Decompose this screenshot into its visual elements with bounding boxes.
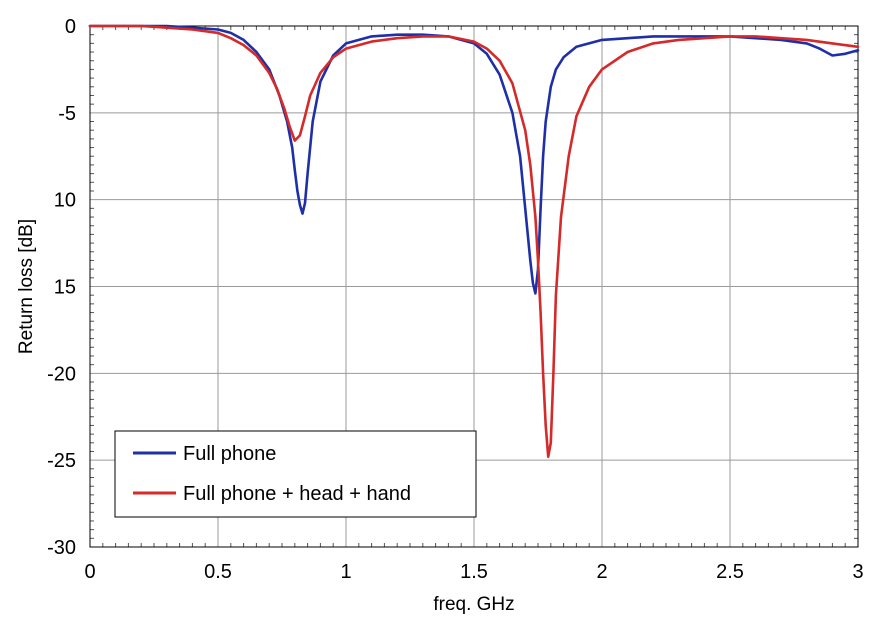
x-tick-label: 1.5 — [460, 561, 488, 583]
x-tick-label: 0 — [84, 561, 95, 583]
x-tick-label: 3 — [852, 561, 863, 583]
y-tick-labels: 0 -5 10 15 -20 -25 -30 — [47, 16, 76, 559]
plot-frame — [89, 25, 859, 548]
y-tick-label: -5 — [58, 103, 76, 125]
x-tick-labels: 0 0.5 1 1.5 2 2.5 3 — [84, 561, 863, 583]
y-tick-label: -20 — [47, 363, 76, 385]
legend-label-full-phone-head-hand: Full phone + head + hand — [183, 483, 411, 505]
y-tick-label: -30 — [47, 537, 76, 559]
series-lines — [88, 24, 860, 458]
series-line-1 — [88, 24, 860, 458]
x-tick-label: 0.5 — [204, 561, 232, 583]
y-tick-label: 0 — [65, 16, 76, 38]
y-axis-label: Return loss [dB] — [16, 219, 37, 354]
legend-box — [114, 430, 477, 518]
x-tick-label: 1 — [340, 561, 351, 583]
y-tick-label: 15 — [54, 277, 76, 299]
x-axis-label: freq. GHz — [433, 594, 514, 615]
legend-label-full-phone: Full phone — [183, 443, 276, 465]
legend: Full phone Full phone + head + hand — [114, 430, 477, 518]
x-tick-label: 2.5 — [716, 561, 744, 583]
y-tick-label: -25 — [47, 450, 76, 472]
x-tick-label: 2 — [596, 561, 607, 583]
y-tick-label: 10 — [54, 190, 76, 212]
minor-ticks — [90, 26, 858, 547]
